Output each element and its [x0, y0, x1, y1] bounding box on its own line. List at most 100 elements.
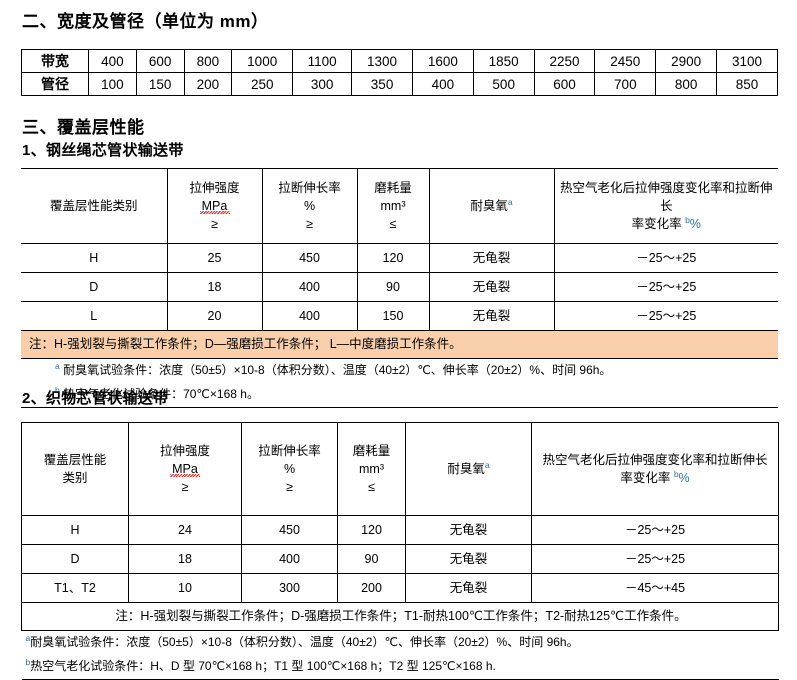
- cell-abrasion: 90: [356, 272, 430, 302]
- note-fabric-core: 注：H-强划裂与撕裂工作条件；D-强磨损工作条件；T1-耐热100℃工作条件；T…: [21, 602, 779, 631]
- cell-ozone: 无龟裂: [405, 573, 532, 603]
- header-hot-air-aging: 热空气老化后拉伸强度变化率和拉断伸长 率变化率 b%: [553, 168, 778, 244]
- header-abrasion: 磨耗量 mm³ ≤: [337, 422, 406, 516]
- header-elongation: 拉断伸长率 % ≥: [261, 168, 358, 244]
- footnote-a-text: 耐臭氧试验条件：浓度（50±5）×10-8（体积分数）、温度（40±2）℃、伸长…: [30, 635, 579, 650]
- footnote-row: a耐臭氧试验条件：浓度（50±5）×10-8（体积分数）、温度（40±2）℃、伸…: [22, 631, 779, 656]
- table-row: 管径 100 150 200 250 300 350 400 500 600 7…: [21, 72, 778, 96]
- cell-elongation: 450: [241, 515, 338, 545]
- cell-pipe-diameter-10: 800: [655, 72, 718, 96]
- cell-pipe-diameter-6: 400: [411, 72, 474, 96]
- footnote-mark-b: b: [55, 385, 60, 396]
- table-row: T1、T2 10 300 200 无龟裂 －45～+45: [21, 573, 779, 603]
- header-category-line1: 覆盖层性能: [43, 452, 107, 467]
- cell-ozone: 无龟裂: [428, 272, 555, 302]
- footnote-a-text: 耐臭氧试验条件：浓度（50±5）×10-8（体积分数）、温度（40±2）℃、伸长…: [63, 363, 612, 378]
- header-category-line2: 类别: [62, 471, 88, 485]
- cell-aging: －25～+25: [553, 272, 778, 302]
- cell-band-width-3: 1000: [231, 49, 294, 73]
- cell-aging: －25～+25: [553, 243, 778, 273]
- table-row: D 18 400 90 无龟裂 －25～+25: [21, 272, 778, 302]
- cell-tensile: 20: [166, 301, 263, 331]
- spellcheck-underline: [199, 211, 230, 215]
- cell-band-width-8: 2250: [533, 49, 596, 73]
- footnote-mark-a: a: [25, 633, 31, 644]
- cell-band-width-6: 1600: [411, 49, 474, 73]
- cell-category: D: [21, 272, 168, 302]
- note-steel-cord: 注：H-强划裂与撕裂工作条件；D—强磨损工作条件； L—中度磨损工作条件。: [21, 330, 778, 359]
- cell-pipe-diameter-3: 250: [231, 72, 294, 96]
- cell-category: D: [21, 544, 129, 574]
- header-hot-air-aging: 热空气老化后拉伸强度变化率和拉断伸长 率变化率 b%: [531, 422, 779, 516]
- header-category: 覆盖层性能类别: [21, 168, 168, 244]
- section-three-heading-text: 三、覆盖层性能: [22, 118, 145, 137]
- cell-band-width-5: 1300: [351, 49, 413, 73]
- header-tensile-unit: MPa: [132, 460, 238, 478]
- section-two-heading-text: 二、宽度及管径（单位为 mm）: [22, 12, 269, 31]
- steel-cord-table-wrap: 覆盖层性能类别 拉伸强度 MPa ≥ 拉断伸长率 % ≥ 磨耗量 mm³: [21, 168, 778, 408]
- cell-aging: －25～+25: [531, 515, 779, 545]
- footnote-b-text: 热空气老化试验条件：H、D 型 70℃×168 h；T1 型 100℃×168 …: [30, 659, 496, 674]
- table-row: H 25 450 120 无龟裂 －25～+25: [21, 243, 778, 273]
- fabric-core-table-wrap: 覆盖层性能 类别 拉伸强度 MPa ≥ 拉断伸长率 % ≥ 磨耗量: [21, 422, 779, 680]
- header-aging-unit: %: [689, 217, 701, 232]
- header-elongation-op: ≥: [286, 480, 293, 495]
- cell-pipe-diameter-0: 100: [88, 72, 137, 96]
- section-three-heading: 三、覆盖层性能: [22, 118, 145, 138]
- cell-elongation: 400: [261, 272, 358, 302]
- header-elongation-op: ≥: [306, 217, 313, 232]
- table-note-row: 注：H-强划裂与撕裂工作条件；D—强磨损工作条件； L—中度磨损工作条件。: [21, 330, 778, 359]
- header-tensile-strength: 拉伸强度 MPa ≥: [166, 168, 263, 244]
- table-header-row: 覆盖层性能 类别 拉伸强度 MPa ≥ 拉断伸长率 % ≥ 磨耗量: [21, 422, 779, 516]
- header-aging-line1: 热空气老化后拉伸强度变化率和拉断伸长: [559, 180, 773, 213]
- cell-pipe-diameter-4: 300: [292, 72, 353, 96]
- footnote-mark-b: b: [25, 657, 31, 668]
- footnote-mark-a: a: [507, 196, 513, 207]
- cell-band-width-9: 2450: [594, 49, 657, 73]
- cell-pipe-diameter-9: 700: [594, 72, 657, 96]
- subsection-one-heading-text: 1、钢丝绳芯管状输送带: [22, 142, 184, 159]
- cell-abrasion: 120: [337, 515, 406, 545]
- cell-tensile: 24: [128, 515, 242, 545]
- footnote-mark-a: a: [484, 459, 490, 470]
- row-label-pipe-diameter: 管径: [21, 72, 89, 96]
- footnote-b-fabric: b热空气老化试验条件：H、D 型 70℃×168 h；T1 型 100℃×168…: [21, 655, 779, 680]
- table-row: D 18 400 90 无龟裂 －25～+25: [21, 544, 779, 574]
- width-diameter-table-wrap: 带宽 400 600 800 1000 1100 1300 1600 1850 …: [21, 49, 778, 96]
- cell-abrasion: 150: [356, 301, 430, 331]
- header-ozone-resistance: 耐臭氧a: [428, 168, 555, 244]
- cell-tensile: 10: [128, 573, 242, 603]
- cell-ozone: 无龟裂: [405, 544, 532, 574]
- header-abrasion-op: ≤: [389, 217, 397, 232]
- cell-band-width-11: 3100: [716, 49, 778, 73]
- header-ozone-resistance: 耐臭氧a: [405, 422, 532, 516]
- footnote-b-text: 热空气老化试验条件：70℃×168 h。: [63, 387, 259, 402]
- header-abrasion-title: 磨耗量: [352, 443, 391, 458]
- header-abrasion-unit: mm³: [380, 198, 406, 213]
- cell-abrasion: 90: [337, 544, 406, 574]
- cell-elongation: 300: [241, 573, 338, 603]
- header-abrasion-unit: mm³: [359, 461, 384, 476]
- header-tensile-op: ≥: [211, 217, 218, 232]
- cell-pipe-diameter-7: 500: [472, 72, 535, 96]
- header-tensile-title: 拉伸强度: [189, 180, 240, 195]
- cell-category: H: [21, 243, 168, 273]
- cell-elongation: 450: [261, 243, 358, 273]
- table-header-row: 覆盖层性能类别 拉伸强度 MPa ≥ 拉断伸长率 % ≥ 磨耗量 mm³: [21, 168, 778, 244]
- cell-band-width-7: 1850: [472, 49, 535, 73]
- header-abrasion: 磨耗量 mm³ ≤: [356, 168, 430, 244]
- cell-band-width-4: 1100: [292, 49, 353, 73]
- cell-ozone: 无龟裂: [405, 515, 532, 545]
- footnote-row: a 耐臭氧试验条件：浓度（50±5）×10-8（体积分数）、温度（40±2）℃、…: [21, 359, 778, 384]
- header-elongation: 拉断伸长率 % ≥: [241, 422, 338, 516]
- header-aging-line2: 率变化率 b%: [620, 468, 690, 485]
- cell-pipe-diameter-5: 350: [351, 72, 413, 96]
- cell-tensile: 25: [166, 243, 263, 273]
- header-tensile-strength: 拉伸强度 MPa ≥: [128, 422, 242, 516]
- cell-pipe-diameter-8: 600: [533, 72, 596, 96]
- subsection-two-heading: 2、织物芯管状输送带: [22, 390, 168, 408]
- cell-category: T1、T2: [21, 573, 129, 603]
- header-ozone-text: 耐臭氧: [470, 198, 508, 213]
- row-label-band-width: 带宽: [21, 49, 89, 73]
